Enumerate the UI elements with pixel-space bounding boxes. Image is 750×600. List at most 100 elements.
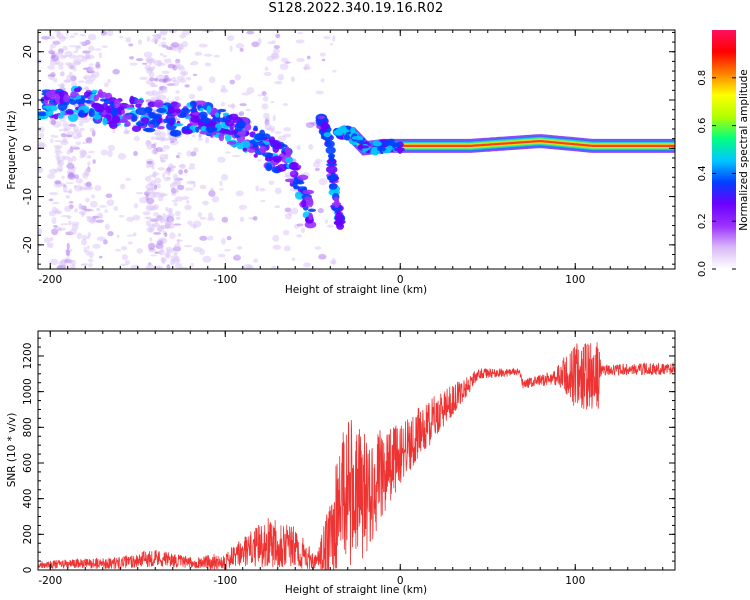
spectrogram-noise [83, 246, 87, 253]
spectrogram-noise [145, 264, 155, 269]
spectrogram-blob [228, 113, 239, 121]
spectrogram-noise [132, 232, 137, 237]
spectrogram-noise [226, 235, 232, 241]
spectrogram-noise [175, 196, 184, 202]
spectrogram-noise [60, 258, 67, 266]
spectrogram-noise [190, 151, 197, 157]
spectrogram-blob [199, 130, 209, 135]
colorbar-label: Normalized spectral amplitude [738, 69, 750, 230]
spectrogram-noise [152, 231, 162, 235]
spectrogram-blob [169, 119, 174, 127]
spectrogram-blob [176, 103, 181, 108]
spectrogram-noise [246, 87, 255, 94]
spectrogram-noise [85, 215, 92, 219]
spectrogram-noise [81, 211, 85, 218]
spectrogram-noise [75, 178, 84, 184]
spectrogram-noise [176, 238, 181, 244]
spectrogram-noise [142, 62, 148, 65]
spectrogram-blob [226, 140, 237, 145]
spectrogram-noise [176, 184, 185, 191]
spectrogram-noise [49, 43, 57, 49]
spectrogram-noise [329, 43, 334, 46]
spectrogram-noise [245, 108, 251, 112]
spectrogram-noise [164, 170, 170, 175]
spectrogram-noise [277, 73, 284, 81]
spectrogram-noise [174, 255, 180, 262]
spectrogram-noise [159, 217, 165, 224]
spectrogram-noise [270, 52, 279, 59]
spectrogram-blob [325, 146, 336, 155]
spectrogram-noise [153, 132, 159, 135]
spectrogram-noise [79, 33, 86, 37]
spectrogram-noise [79, 149, 87, 157]
spectrogram-noise [146, 197, 155, 205]
spectrogram-noise [112, 127, 116, 134]
spectrogram-noise [133, 151, 138, 157]
spectrogram-noise [154, 177, 162, 184]
spectrogram-blob [358, 141, 365, 145]
spectrogram-noise [87, 161, 91, 167]
spectrogram-blob [144, 106, 153, 113]
spectrogram-noise [153, 184, 158, 190]
spectrogram-blob [334, 210, 341, 214]
spectrogram-noise [62, 137, 68, 144]
spectrogram-noise [272, 115, 276, 122]
spectrogram-noise [290, 76, 296, 83]
spectrogram-blob [134, 98, 145, 104]
spectrogram-noise [203, 53, 213, 57]
spectrogram-blob [217, 108, 227, 113]
spectrogram-blob [189, 100, 197, 107]
colorbar-tick-label: 0.2 [697, 213, 708, 229]
spectrogram-noise [332, 69, 337, 73]
spectrogram-noise [85, 181, 92, 188]
spectrogram-blob [324, 136, 330, 140]
spectrogram-noise [84, 168, 90, 175]
spectrogram-noise [259, 187, 266, 192]
spectrogram-noise [79, 127, 85, 132]
spectrogram-noise [142, 211, 151, 216]
spectrogram-noise [65, 182, 74, 185]
spectrogram-noise [264, 123, 272, 131]
spectrogram-noise [235, 190, 244, 197]
spectrogram-noise [173, 223, 182, 226]
spectrogram-noise [251, 41, 260, 48]
spectrogram-noise [81, 55, 88, 59]
spectrogram-noise [50, 119, 57, 126]
snr-xtick-label: -100 [213, 575, 237, 587]
spectrogram-noise [220, 101, 226, 107]
spectrogram-noise [296, 223, 304, 227]
spectrogram-noise [89, 63, 94, 66]
spectrogram-noise [291, 257, 296, 262]
spectrogram-blob [216, 117, 229, 123]
spectrogram-noise [274, 205, 281, 209]
spectrogram-noise [155, 183, 161, 189]
snr-series-line [38, 342, 675, 570]
spectrogram-noise [149, 163, 154, 167]
spectrogram-blob [253, 153, 258, 158]
spectrogram-noise [145, 99, 152, 103]
spectrogram-noise [135, 191, 144, 195]
spectrogram-noise [178, 266, 188, 269]
spectrogram-blob [109, 122, 118, 129]
spectrogram-blob [236, 120, 246, 129]
spectrogram-noise [48, 50, 56, 55]
spectrogram-noise [186, 150, 192, 157]
spectrogram-noise [99, 215, 103, 219]
spectrogram-blob [331, 205, 343, 211]
spectrogram-blob [253, 125, 258, 130]
spectrogram-blob [302, 189, 315, 195]
spectrogram-noise [106, 199, 115, 206]
spectrogram-blob [247, 148, 256, 153]
spectrogram-noise [332, 35, 336, 42]
spectrogram-noise [192, 220, 202, 228]
spectrogram-blob [198, 121, 204, 126]
spectrogram-noise [151, 166, 155, 170]
spectrogram-noise [103, 82, 109, 88]
spectrogram-noise [162, 37, 167, 41]
snr-ytick-label: 0 [22, 567, 34, 574]
spectrogram-noise [87, 231, 92, 238]
spectrogram-noise [154, 251, 159, 254]
snr-ylabel: SNR (10 * v/v) [6, 413, 18, 488]
spectrogram-noise [72, 67, 77, 72]
